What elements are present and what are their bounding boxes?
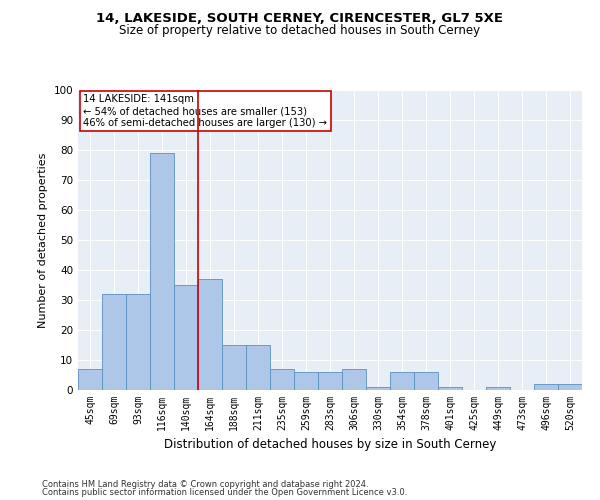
Bar [198, 279, 222, 390]
Bar [486, 387, 510, 390]
Text: 14 LAKESIDE: 141sqm
← 54% of detached houses are smaller (153)
46% of semi-detac: 14 LAKESIDE: 141sqm ← 54% of detached ho… [83, 94, 327, 128]
Y-axis label: Number of detached properties: Number of detached properties [38, 152, 48, 328]
Bar [390, 372, 414, 390]
Bar [222, 345, 246, 390]
Bar [558, 384, 582, 390]
Bar [318, 372, 342, 390]
Bar [534, 384, 558, 390]
X-axis label: Distribution of detached houses by size in South Cerney: Distribution of detached houses by size … [164, 438, 496, 452]
Bar [414, 372, 438, 390]
Bar [438, 387, 462, 390]
Bar [126, 294, 150, 390]
Bar [246, 345, 270, 390]
Bar [78, 369, 102, 390]
Text: 14, LAKESIDE, SOUTH CERNEY, CIRENCESTER, GL7 5XE: 14, LAKESIDE, SOUTH CERNEY, CIRENCESTER,… [97, 12, 503, 26]
Text: Contains HM Land Registry data © Crown copyright and database right 2024.: Contains HM Land Registry data © Crown c… [42, 480, 368, 489]
Bar [102, 294, 126, 390]
Bar [270, 369, 294, 390]
Bar [366, 387, 390, 390]
Bar [294, 372, 318, 390]
Bar [342, 369, 366, 390]
Text: Size of property relative to detached houses in South Cerney: Size of property relative to detached ho… [119, 24, 481, 37]
Bar [150, 153, 174, 390]
Text: Contains public sector information licensed under the Open Government Licence v3: Contains public sector information licen… [42, 488, 407, 497]
Bar [174, 285, 198, 390]
